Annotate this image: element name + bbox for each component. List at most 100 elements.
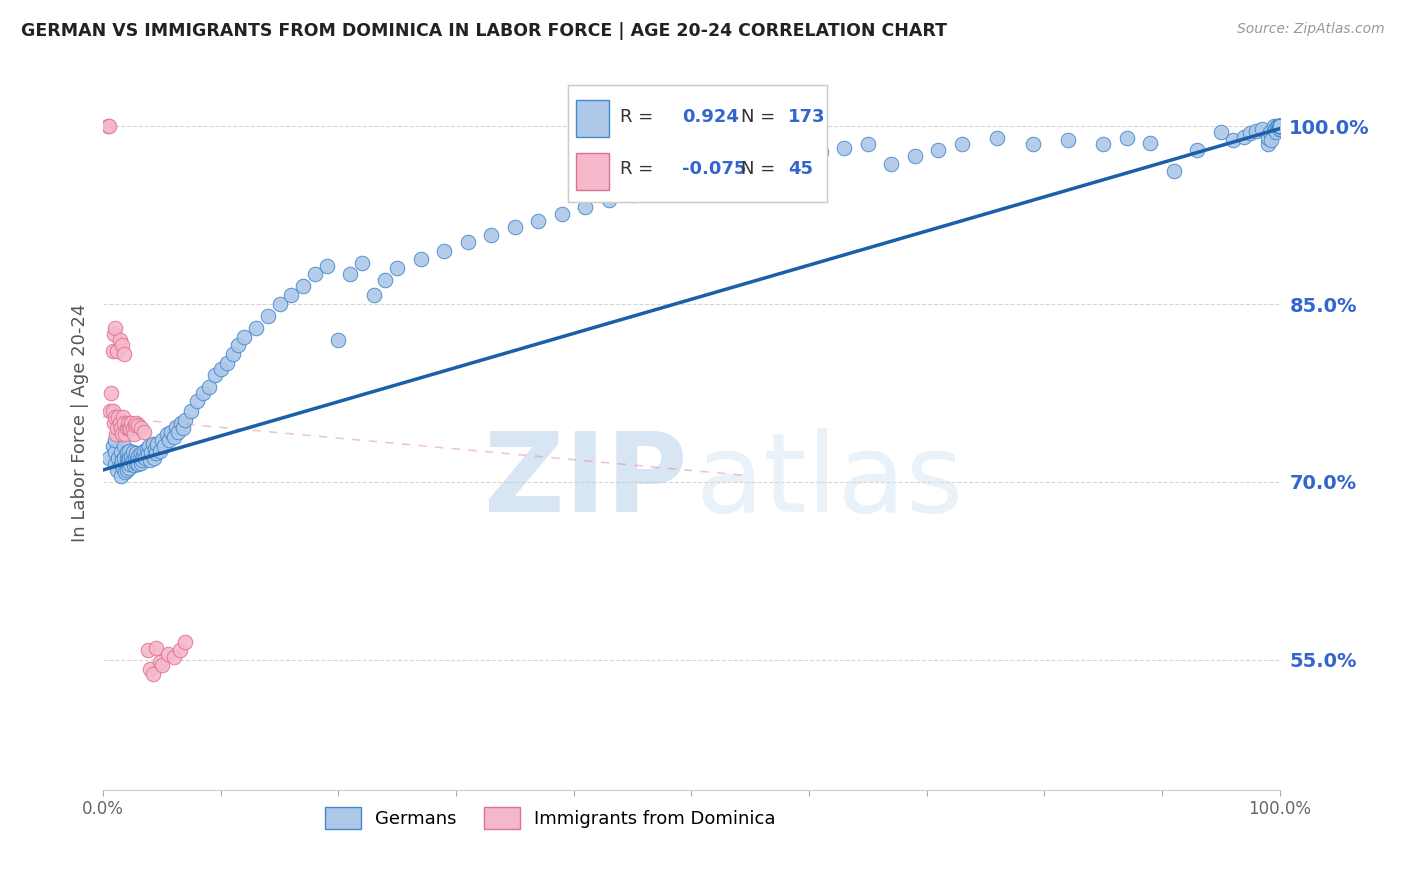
Point <box>146 437 169 451</box>
Point <box>114 465 136 479</box>
Point <box>114 427 136 442</box>
Point <box>1268 120 1291 134</box>
Point <box>167 425 190 439</box>
Point <box>191 385 214 400</box>
Point <box>221 347 243 361</box>
Point <box>121 453 143 467</box>
Point <box>574 200 596 214</box>
Point <box>120 457 142 471</box>
Point <box>1268 120 1291 134</box>
Point <box>135 442 157 456</box>
Point <box>856 136 879 151</box>
Point <box>100 385 122 400</box>
Point <box>1268 120 1291 134</box>
Point <box>132 449 155 463</box>
Point <box>269 297 291 311</box>
Point <box>104 409 127 424</box>
Point <box>692 169 714 183</box>
Point <box>134 444 156 458</box>
Point <box>740 154 762 169</box>
Point <box>136 446 159 460</box>
Point <box>98 120 121 134</box>
Point <box>122 427 145 442</box>
Point <box>1163 164 1185 178</box>
Point <box>1268 120 1291 134</box>
Point <box>118 451 141 466</box>
Point <box>1056 133 1078 147</box>
Point <box>832 140 855 154</box>
Point <box>1268 120 1291 134</box>
Point <box>304 268 326 282</box>
Point <box>1263 120 1285 134</box>
Point <box>374 273 396 287</box>
Point <box>150 434 173 448</box>
Point <box>1251 121 1274 136</box>
Point <box>145 640 167 655</box>
Point <box>163 430 186 444</box>
Point <box>165 420 187 434</box>
Point <box>104 320 127 334</box>
Point <box>111 338 134 352</box>
Point <box>127 457 149 471</box>
Point <box>1092 136 1115 151</box>
Point <box>105 463 128 477</box>
Text: atlas: atlas <box>695 428 963 535</box>
Point <box>127 453 149 467</box>
Point <box>215 356 238 370</box>
Point <box>292 279 315 293</box>
Point <box>1265 125 1288 139</box>
Point <box>551 207 574 221</box>
Point <box>363 287 385 301</box>
Point <box>1268 120 1291 134</box>
Point <box>1268 121 1291 136</box>
Point <box>716 161 738 176</box>
Point <box>598 193 620 207</box>
Point <box>149 444 172 458</box>
Point <box>1139 136 1161 150</box>
Point <box>1268 120 1291 134</box>
Point <box>433 244 456 258</box>
Point <box>1239 127 1261 141</box>
Point <box>1264 121 1286 136</box>
Point <box>120 421 142 435</box>
Point <box>112 416 135 430</box>
Point <box>1267 120 1289 134</box>
Point <box>1258 125 1281 139</box>
Point <box>1268 120 1291 134</box>
Point <box>101 344 124 359</box>
Point <box>904 149 927 163</box>
Point <box>328 333 350 347</box>
Point <box>986 131 1008 145</box>
Point <box>139 453 162 467</box>
Point <box>1187 143 1209 157</box>
Point <box>110 457 132 471</box>
Point <box>156 647 179 661</box>
Point <box>1268 120 1291 134</box>
Point <box>125 446 148 460</box>
Point <box>186 394 208 409</box>
Point <box>315 259 337 273</box>
Point <box>256 309 278 323</box>
Point <box>1268 120 1291 134</box>
Point <box>125 416 148 430</box>
Point <box>174 413 197 427</box>
Point <box>117 416 139 430</box>
Point <box>1268 120 1291 134</box>
Point <box>134 425 156 439</box>
Point <box>129 421 152 435</box>
Point <box>141 437 163 451</box>
Point <box>108 333 131 347</box>
Point <box>1233 129 1256 144</box>
Point <box>110 445 132 459</box>
Point <box>121 421 143 435</box>
Point <box>110 421 132 435</box>
Point <box>169 643 191 657</box>
Point <box>145 446 167 460</box>
Point <box>118 460 141 475</box>
Point <box>810 145 832 160</box>
Point <box>97 120 120 134</box>
Point <box>124 451 146 466</box>
Point <box>105 427 128 442</box>
Point <box>105 344 128 359</box>
Point <box>1265 120 1288 134</box>
